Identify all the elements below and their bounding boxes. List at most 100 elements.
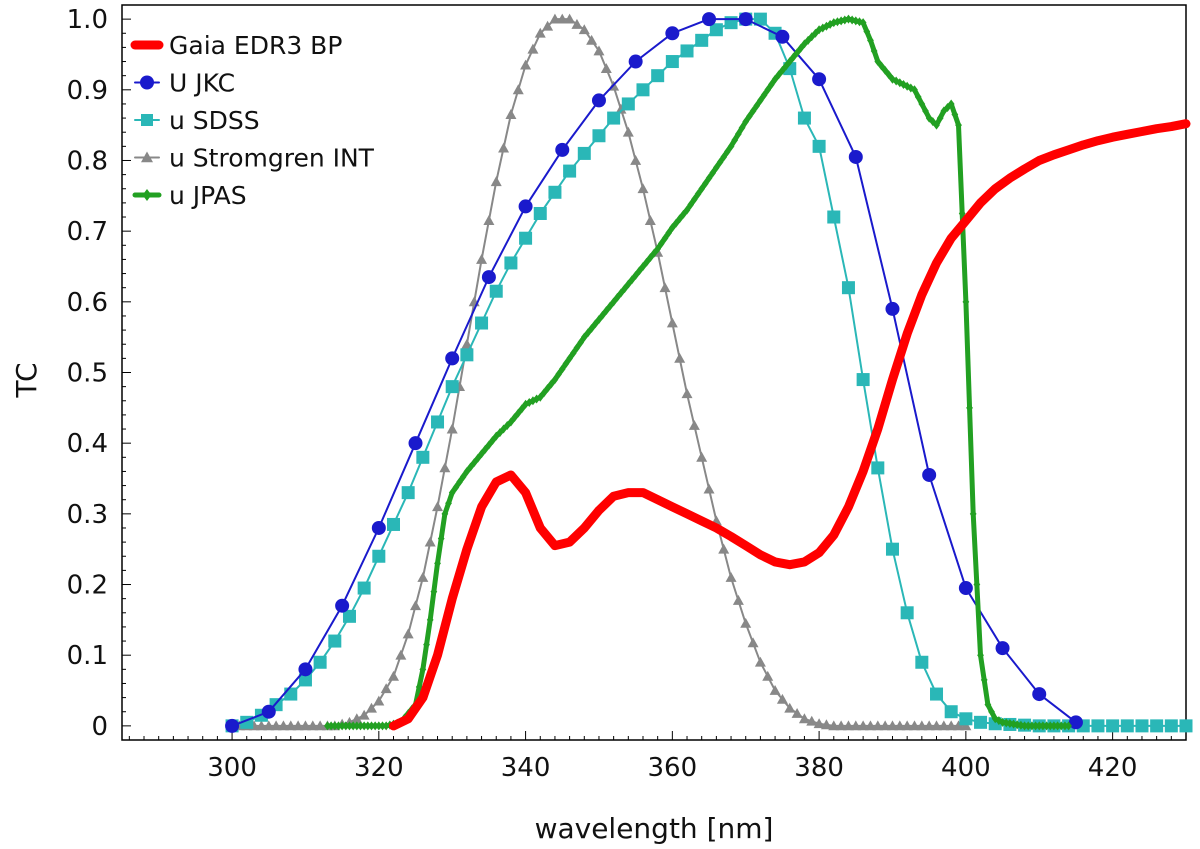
legend-label: u JPAS — [169, 181, 247, 210]
data-point — [591, 319, 599, 329]
data-point — [142, 189, 152, 201]
data-point — [141, 114, 153, 126]
data-point — [746, 111, 753, 121]
data-point — [923, 720, 935, 731]
data-point — [558, 364, 566, 374]
data-point — [485, 440, 493, 450]
y-axis-ticks: 0 0.1 0.2 0.3 0.4 0.5 0.6 0.7 0.8 0.9 1.0 — [67, 5, 131, 742]
data-point — [915, 655, 929, 669]
series-gaia-edr3-bp — [389, 119, 1191, 731]
y-tick-label: 0.6 — [67, 288, 108, 318]
data-point — [650, 248, 658, 258]
data-point — [328, 634, 342, 648]
data-point — [141, 151, 153, 163]
legend-item-gaia-edr3-bp: Gaia EDR3 BP — [130, 31, 342, 60]
data-point — [357, 581, 371, 595]
data-point — [749, 106, 757, 116]
data-point — [1164, 719, 1178, 733]
data-point — [285, 720, 297, 731]
data-point — [536, 392, 544, 402]
data-point — [621, 97, 635, 111]
data-point — [498, 142, 510, 153]
data-point — [681, 388, 693, 399]
data-point — [445, 351, 460, 366]
data-point — [827, 210, 841, 224]
data-point — [696, 451, 708, 462]
data-point — [402, 628, 414, 639]
data-point — [709, 23, 723, 37]
data-point — [380, 683, 392, 694]
data-point — [731, 135, 739, 145]
data-point — [690, 194, 698, 204]
data-point — [980, 675, 988, 685]
data-point — [1065, 721, 1072, 731]
series-line — [389, 119, 1191, 731]
data-point — [490, 176, 502, 187]
data-point — [388, 670, 400, 681]
data-point — [931, 720, 943, 731]
data-point — [365, 702, 377, 713]
data-point — [644, 215, 656, 225]
series-u-jkc — [225, 12, 1083, 733]
data-point — [368, 721, 375, 731]
data-point — [735, 129, 742, 139]
data-point — [841, 15, 849, 25]
data-point — [718, 543, 730, 554]
data-point — [740, 617, 752, 628]
data-point — [916, 720, 928, 731]
data-point — [586, 34, 598, 45]
data-point — [1032, 721, 1039, 731]
data-point — [786, 57, 794, 67]
data-point — [878, 61, 885, 71]
data-point — [621, 284, 629, 294]
data-point — [573, 343, 581, 353]
x-axis-ticks: 300 320 340 360 380 400 420 — [128, 731, 1187, 783]
data-point — [870, 46, 878, 56]
data-point — [871, 461, 885, 475]
data-point — [864, 720, 876, 731]
data-point — [636, 83, 650, 97]
data-point — [944, 705, 958, 719]
data-point — [791, 707, 803, 718]
data-point — [850, 720, 862, 731]
data-point — [695, 33, 709, 47]
data-point — [426, 615, 434, 625]
legend: Gaia EDR3 BP U JKC u SDSS u Stromgren INT u … — [130, 31, 375, 210]
data-point — [476, 253, 488, 264]
data-point — [511, 413, 518, 423]
data-point — [768, 80, 775, 90]
data-point — [456, 477, 463, 487]
data-point — [475, 316, 489, 330]
data-point — [813, 718, 825, 729]
data-point — [261, 704, 276, 719]
data-point — [725, 571, 737, 582]
data-point — [548, 185, 562, 199]
data-point — [1057, 721, 1065, 731]
data-point — [551, 375, 559, 385]
data-point — [351, 713, 363, 724]
data-point — [338, 721, 346, 731]
data-point — [835, 720, 847, 731]
data-point — [140, 75, 154, 90]
data-point — [859, 18, 867, 28]
data-point — [445, 380, 459, 394]
data-point — [489, 284, 503, 298]
data-point — [372, 549, 386, 563]
data-point — [358, 709, 370, 720]
data-point — [364, 721, 372, 731]
legend-item-u-sdss: u SDSS — [134, 106, 260, 135]
data-point — [556, 13, 568, 24]
legend-item-u-jpas: u JPAS — [132, 181, 247, 210]
legend-label: u Stromgren INT — [169, 144, 375, 173]
data-point — [863, 27, 871, 37]
data-point — [665, 26, 680, 41]
data-point — [661, 233, 669, 243]
data-point — [284, 687, 298, 701]
data-point — [547, 379, 555, 389]
data-point — [674, 352, 686, 363]
data-point — [738, 12, 753, 27]
data-point — [966, 403, 973, 413]
data-point — [922, 467, 937, 482]
data-point — [615, 103, 627, 114]
data-point — [969, 509, 977, 519]
